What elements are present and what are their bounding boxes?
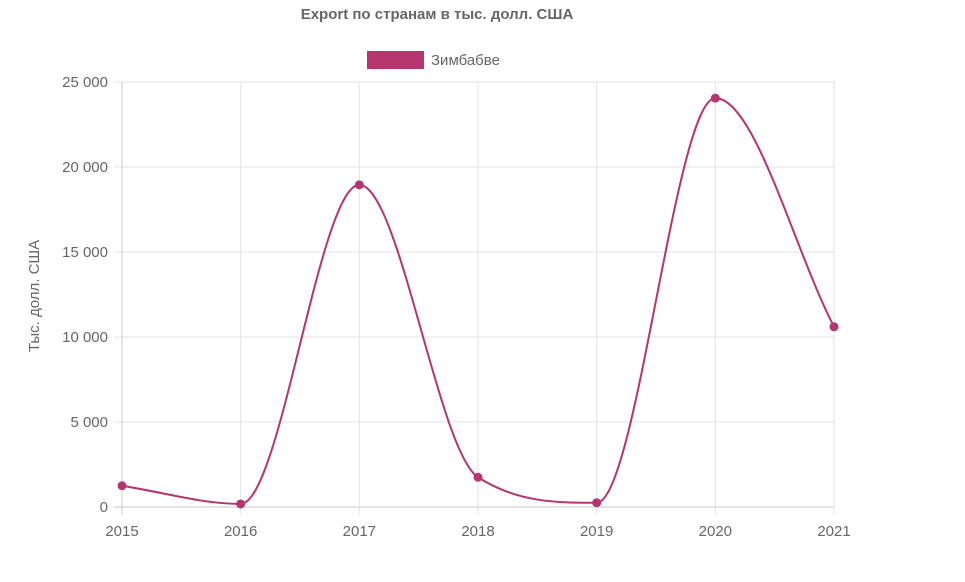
x-tick-label: 2015: [105, 523, 138, 540]
y-tick-label: 5 000: [70, 414, 108, 431]
x-tick-label: 2017: [343, 523, 376, 540]
legend[interactable]: Зимбабве: [367, 51, 500, 69]
x-tick-label: 2016: [224, 523, 257, 540]
x-tick-label: 2018: [461, 523, 494, 540]
data-point[interactable]: [592, 498, 602, 508]
legend-label[interactable]: Зимбабве: [431, 52, 500, 69]
x-tick-label: 2019: [580, 523, 613, 540]
x-tick-label: 2021: [817, 523, 850, 540]
grid: [114, 81, 835, 515]
y-tick-labels: 0 5 000 10 000 15 000 20 000 25 000: [62, 74, 108, 516]
data-point[interactable]: [236, 499, 246, 509]
data-point[interactable]: [710, 93, 720, 103]
chart-title: Export по странам в тыс. долл. США: [301, 6, 574, 23]
y-tick-label: 0: [100, 499, 108, 516]
y-tick-label: 20 000: [62, 159, 108, 176]
data-point[interactable]: [117, 481, 127, 491]
data-point[interactable]: [473, 472, 483, 482]
data-point[interactable]: [829, 322, 839, 332]
y-axis-label: Тыс. долл. США: [26, 240, 43, 352]
data-point[interactable]: [354, 180, 364, 190]
y-tick-label: 25 000: [62, 74, 108, 91]
legend-swatch[interactable]: [367, 51, 424, 69]
y-tick-label: 15 000: [62, 244, 108, 261]
data-points[interactable]: [117, 93, 839, 509]
x-tick-label: 2020: [699, 523, 732, 540]
y-tick-label: 10 000: [62, 329, 108, 346]
x-tick-labels: 2015 2016 2017 2018 2019 2020 2021: [105, 523, 850, 540]
